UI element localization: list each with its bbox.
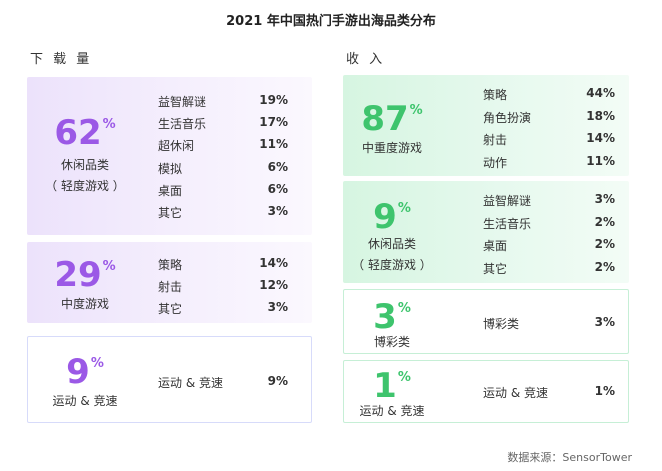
revenue-group-label: （ 轻度游戏 ）	[352, 258, 432, 272]
percent-sign: %	[102, 117, 116, 132]
percent-value: 1	[373, 366, 397, 406]
revenue-group-percent: 87%	[342, 102, 442, 136]
revenue-item-name: 其它	[483, 261, 508, 276]
revenue-item-value: 2%	[594, 237, 615, 251]
download-item-value: 9%	[267, 374, 288, 388]
percent-value: 9	[373, 197, 397, 237]
download-item-name: 模拟	[158, 161, 183, 176]
revenue-item-name: 桌面	[483, 239, 508, 253]
revenue-item-value: 18%	[586, 108, 615, 123]
revenue-group-label: 运动 & 竞速	[359, 404, 425, 418]
revenue-item-name: 射击	[483, 133, 508, 147]
revenue-item-name: 动作	[483, 155, 508, 170]
download-item-value: 3%	[267, 300, 288, 314]
download-item-value: 6%	[267, 159, 288, 174]
data-source: 数据来源：SensorTower	[507, 451, 632, 464]
download-item-name: 运动 & 竞速	[158, 376, 223, 390]
revenue-item-value: 44%	[586, 86, 615, 100]
chart-title: 2021 年中国热门手游出海品类分布	[226, 14, 436, 29]
revenue-group-card	[343, 360, 629, 423]
percent-sign: %	[409, 103, 423, 118]
download-group-label: 运动 & 竞速	[52, 394, 118, 408]
revenue-group-label: 中重度游戏	[361, 141, 422, 155]
revenue-group-percent: 1%	[342, 369, 442, 403]
revenue-item-value: 14%	[586, 131, 615, 145]
download-group-card	[27, 77, 312, 235]
revenue-item-name: 策略	[483, 88, 508, 102]
download-item-name: 桌面	[158, 183, 183, 198]
revenue-item-value: 2%	[594, 259, 615, 274]
download-group-label: （ 轻度游戏 ）	[45, 179, 125, 193]
revenue-item-value: 3%	[594, 315, 615, 329]
download-item-value: 6%	[267, 181, 288, 196]
download-item-name: 生活音乐	[158, 117, 207, 132]
download-group-card	[27, 336, 312, 423]
revenue-group-percent: 3%	[342, 300, 442, 334]
download-item-name: 超休闲	[158, 139, 195, 154]
revenue-item-value: 3%	[594, 192, 615, 206]
revenue-group-label: 休闲品类	[367, 237, 416, 251]
download-item-name: 策略	[158, 258, 183, 272]
percent-value: 3	[373, 297, 397, 337]
download-item-value: 12%	[259, 278, 288, 292]
percent-sign: %	[397, 301, 411, 316]
download-item-value: 17%	[259, 115, 288, 130]
download-group-label: 中度游戏	[60, 297, 109, 311]
percent-value: 87	[361, 99, 409, 139]
percent-value: 29	[54, 255, 102, 295]
download-item-value: 3%	[267, 204, 288, 218]
revenue-item-name: 角色扮演	[483, 110, 532, 125]
download-group-card	[27, 242, 312, 323]
download-item-value: 19%	[259, 93, 288, 107]
percent-sign: %	[102, 259, 116, 274]
revenue-item-name: 益智解谜	[483, 194, 532, 208]
revenue-column-title: 收 入	[346, 52, 386, 67]
percent-sign: %	[397, 370, 411, 385]
revenue-item-value: 1%	[594, 384, 615, 398]
percent-sign: %	[90, 356, 104, 371]
revenue-item-value: 11%	[586, 153, 615, 168]
download-item-name: 射击	[158, 280, 183, 294]
downloads-column-title: 下 载 量	[30, 52, 93, 67]
percent-value: 62	[54, 113, 102, 153]
download-group-label: 休闲品类	[60, 158, 109, 172]
percent-value: 9	[66, 352, 90, 392]
revenue-group-card	[343, 181, 629, 283]
download-item-name: 其它	[158, 302, 183, 316]
download-item-name: 其它	[158, 206, 183, 220]
percent-sign: %	[397, 201, 411, 216]
download-group-percent: 62%	[35, 116, 135, 150]
download-group-percent: 9%	[35, 355, 135, 389]
revenue-item-name: 博彩类	[483, 317, 520, 331]
download-group-percent: 29%	[35, 258, 135, 292]
download-item-value: 14%	[259, 256, 288, 270]
revenue-item-name: 生活音乐	[483, 216, 532, 231]
revenue-item-value: 2%	[594, 214, 615, 229]
download-item-value: 11%	[259, 137, 288, 152]
download-item-name: 益智解谜	[158, 95, 207, 109]
revenue-item-name: 运动 & 竞速	[483, 386, 548, 400]
revenue-group-card	[343, 289, 629, 354]
revenue-group-percent: 9%	[342, 200, 442, 234]
revenue-group-card	[343, 75, 629, 176]
revenue-group-label: 博彩类	[373, 335, 410, 349]
